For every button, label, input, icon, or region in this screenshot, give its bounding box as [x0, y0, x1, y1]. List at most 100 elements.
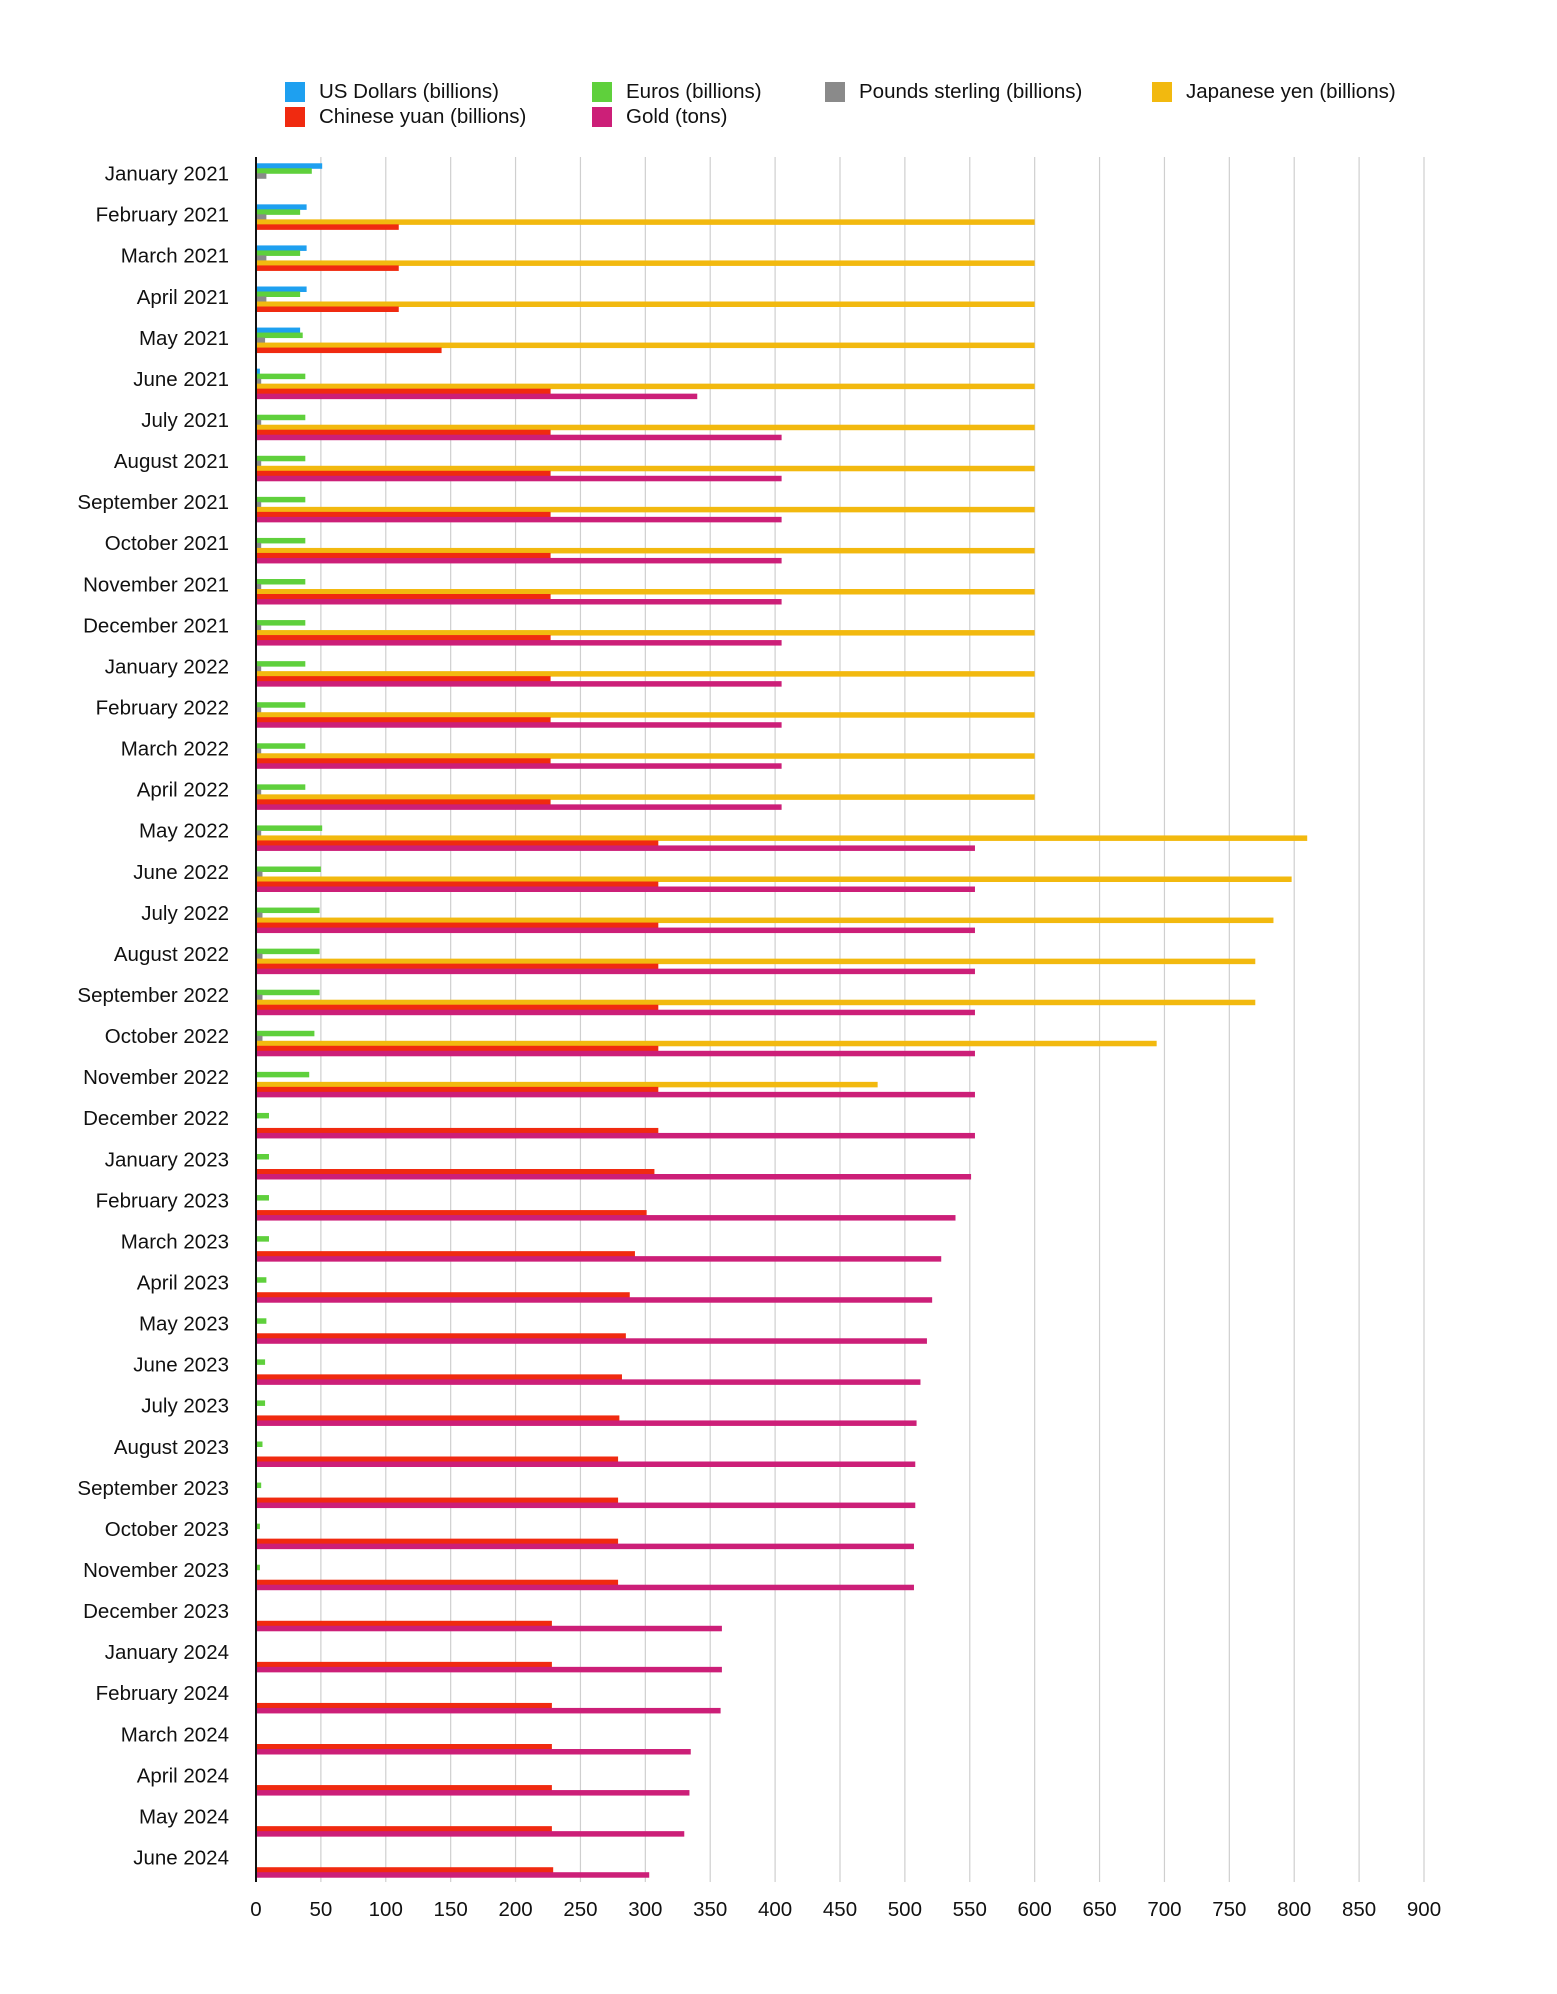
y-tick-label: March 2024	[121, 1723, 229, 1746]
bar-gold-tons-11	[256, 640, 782, 646]
bar-us-dollars-billions-2	[256, 245, 307, 251]
bar-euros-billions-17	[256, 866, 321, 872]
bar-chinese-yuan-billions-7	[256, 470, 551, 477]
bar-euros-billions-25	[256, 1195, 269, 1201]
bar-euros-billions-12	[256, 661, 306, 667]
bar-euros-billions-3	[256, 291, 301, 297]
bar-us-dollars-billions-1	[256, 204, 307, 210]
x-tick-label: 150	[434, 1898, 468, 1921]
x-tick-label: 250	[563, 1898, 597, 1921]
legend-item: Pounds sterling (billions)	[825, 80, 1082, 104]
legend-label: US Dollars (billions)	[319, 80, 499, 103]
bar-gold-tons-26	[256, 1256, 942, 1262]
bar-us-dollars-billions-3	[256, 286, 307, 292]
bar-euros-billions-16	[256, 825, 323, 831]
y-tick-label: January 2022	[105, 655, 229, 678]
bar-japanese-yen-billions-18	[256, 917, 1274, 924]
bar-pounds-sterling-billions-6	[256, 419, 262, 426]
bar-gold-tons-38	[256, 1749, 691, 1755]
bar-gold-tons-21	[256, 1050, 975, 1057]
bar-chinese-yuan-billions-32	[256, 1497, 619, 1504]
bar-gold-tons-18	[256, 927, 975, 934]
bar-gold-tons-35	[256, 1625, 722, 1632]
bar-gold-tons-7	[256, 475, 782, 482]
bar-chinese-yuan-billions-31	[256, 1456, 619, 1462]
y-tick-label: February 2021	[96, 204, 229, 227]
bar-chinese-yuan-billions-21	[256, 1045, 659, 1052]
bar-gold-tons-13	[256, 722, 782, 728]
y-tick-label: November 2021	[83, 573, 229, 596]
bar-euros-billions-21	[256, 1030, 315, 1037]
bar-gold-tons-29	[256, 1379, 921, 1385]
legend-swatch	[285, 82, 305, 102]
y-tick-label: July 2023	[141, 1395, 229, 1418]
x-tick-label: 550	[953, 1898, 987, 1921]
bar-gold-tons-5	[256, 393, 698, 400]
bar-euros-billions-2	[256, 250, 301, 256]
bar-japanese-yen-billions-13	[256, 712, 1035, 718]
bar-japanese-yen-billions-5	[256, 383, 1035, 390]
bar-euros-billions-15	[256, 784, 306, 790]
bar-euros-billions-6	[256, 414, 306, 421]
bar-gold-tons-24	[256, 1174, 972, 1180]
legend-swatch	[592, 82, 612, 102]
bar-chinese-yuan-billions-8	[256, 511, 551, 518]
bar-pounds-sterling-billions-14	[256, 748, 262, 754]
y-tick-label: September 2023	[77, 1477, 229, 1500]
bar-euros-billions-4	[256, 332, 303, 339]
bar-us-dollars-billions-5	[256, 368, 260, 375]
y-tick-label: June 2022	[133, 861, 229, 884]
bar-chinese-yuan-billions-9	[256, 552, 551, 559]
y-tick-label: April 2022	[137, 779, 229, 802]
bar-chinese-yuan-billions-39	[256, 1785, 552, 1791]
legend-label: Pounds sterling (billions)	[859, 80, 1083, 103]
bar-gold-tons-6	[256, 434, 782, 441]
bar-gold-tons-40	[256, 1831, 685, 1837]
bar-gold-tons-39	[256, 1790, 690, 1796]
tick-labels: 0 50 100 150 200 250 300 350 400 450 500 550 600 650 7…	[77, 163, 1441, 1921]
bar-chinese-yuan-billions-4	[256, 347, 442, 354]
bar-chinese-yuan-billions-35	[256, 1620, 552, 1627]
bar-euros-billions-26	[256, 1236, 269, 1242]
x-tick-label: 0	[250, 1898, 261, 1921]
y-tick-label: August 2021	[114, 450, 229, 473]
y-tick-label: December 2022	[83, 1107, 229, 1130]
bar-pounds-sterling-billions-20	[256, 994, 263, 1001]
gridlines	[320, 157, 1425, 1882]
bar-gold-tons-9	[256, 557, 782, 564]
bar-pounds-sterling-billions-2	[256, 255, 267, 261]
bar-gold-tons-30	[256, 1420, 917, 1426]
y-tick-label: April 2021	[137, 286, 229, 309]
bar-euros-billions-20	[256, 989, 320, 996]
legend-swatch	[592, 107, 612, 127]
bar-pounds-sterling-billions-1	[256, 214, 267, 220]
x-tick-label: 650	[1082, 1898, 1116, 1921]
y-tick-label: November 2023	[83, 1559, 229, 1582]
bar-euros-billions-28	[256, 1318, 267, 1324]
x-tick-label: 500	[888, 1898, 922, 1921]
x-tick-label: 900	[1407, 1898, 1441, 1921]
bar-gold-tons-15	[256, 804, 782, 810]
bar-chinese-yuan-billions-16	[256, 840, 659, 846]
bar-gold-tons-8	[256, 516, 782, 523]
bar-pounds-sterling-billions-21	[256, 1035, 263, 1042]
bar-chinese-yuan-billions-28	[256, 1333, 626, 1339]
legend-label: Euros (billions)	[626, 80, 762, 103]
bar-japanese-yen-billions-14	[256, 753, 1035, 759]
legend-item: Gold (tons)	[592, 105, 727, 129]
legend-swatch	[825, 82, 845, 102]
bar-chinese-yuan-billions-10	[256, 594, 551, 600]
bar-euros-billions-0	[256, 168, 312, 174]
y-tick-label: February 2022	[96, 696, 229, 719]
y-tick-label: October 2021	[105, 532, 229, 555]
bar-chinese-yuan-billions-38	[256, 1744, 552, 1750]
legend-item: Euros (billions)	[592, 80, 762, 104]
x-tick-label: 100	[369, 1898, 403, 1921]
legend-label: Gold (tons)	[626, 105, 728, 128]
y-tick-label: December 2021	[83, 614, 229, 637]
y-tick-label: July 2022	[141, 902, 229, 925]
bar-euros-billions-14	[256, 743, 306, 749]
y-tick-label: September 2022	[77, 984, 229, 1007]
bar-japanese-yen-billions-8	[256, 506, 1035, 513]
bar-euros-billions-27	[256, 1277, 267, 1283]
